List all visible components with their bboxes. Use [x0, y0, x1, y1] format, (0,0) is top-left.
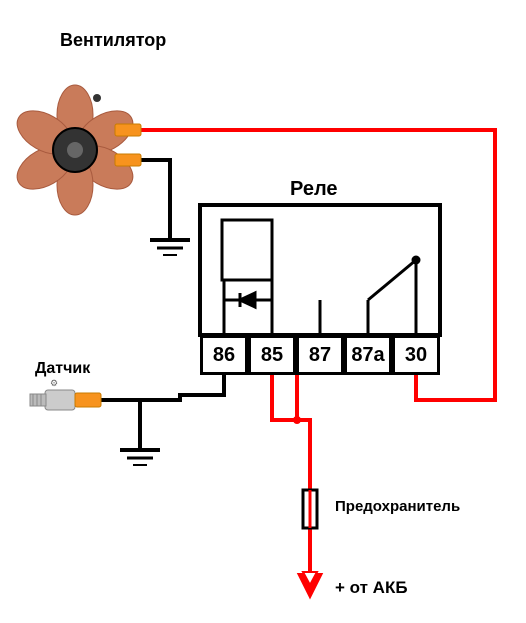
fan-symbol: [10, 85, 141, 215]
sensor-symbol: [30, 390, 101, 410]
sensor-decor: ⚙: [50, 378, 58, 389]
sensor-label: Датчик: [35, 360, 90, 378]
terminal-85: 85: [248, 335, 296, 375]
terminal-87a: 87а: [344, 335, 392, 375]
fuse-symbol: [303, 490, 317, 528]
terminal-87: 87: [296, 335, 344, 375]
fan-label: Вентилятор: [60, 30, 166, 51]
battery-label: + от АКБ: [335, 578, 408, 598]
wiring-diagram: { "labels": { "fan": "Вентилятор", "rela…: [0, 0, 526, 623]
fuse-label: Предохранитель: [335, 498, 460, 515]
wiring-svg: [0, 0, 526, 623]
terminal-86: 86: [200, 335, 248, 375]
relay-label: Реле: [290, 178, 338, 201]
terminal-30: 30: [392, 335, 440, 375]
